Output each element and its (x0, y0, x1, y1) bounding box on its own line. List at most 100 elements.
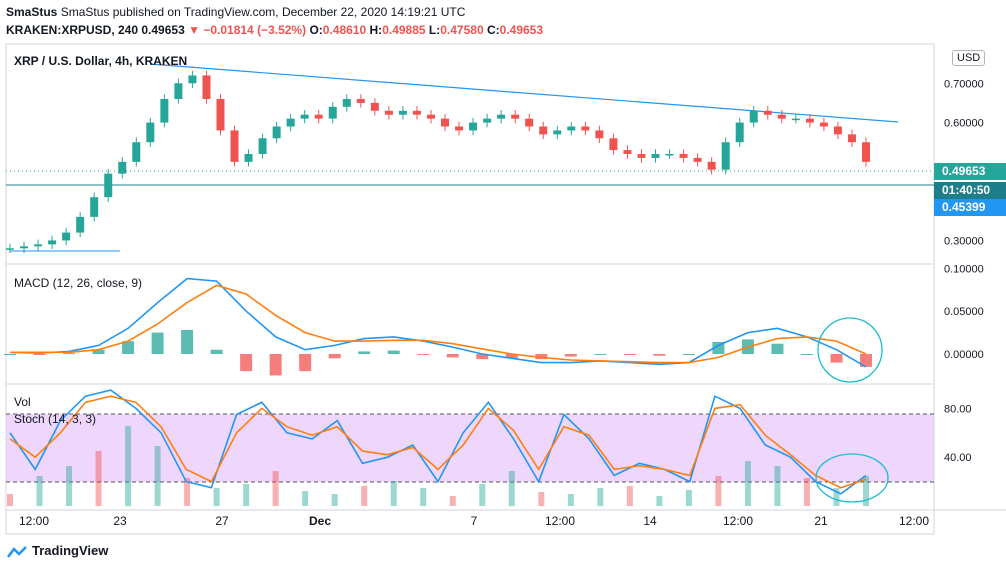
candle-body (104, 173, 113, 198)
x-axis-tick-label: 12:00 (18, 514, 50, 528)
candle-body (356, 99, 365, 103)
macd-histogram-bar (269, 354, 282, 376)
stoch-group (7, 389, 869, 506)
price-tag: 0.49653 (934, 163, 1006, 180)
volume-bar (331, 494, 338, 506)
y-axis-tick-label: 0.30000 (944, 235, 984, 247)
high-value: 0.49885 (382, 23, 426, 37)
annotation-circle-stoch[interactable] (815, 453, 889, 503)
y-axis-tick-label: 0.05000 (944, 306, 984, 318)
candle-body (581, 126, 590, 131)
candle-body (525, 118, 534, 127)
candle-body (679, 154, 688, 158)
candle-body (342, 99, 351, 107)
volume-bar (125, 426, 132, 506)
candle-body (819, 122, 828, 127)
candle-body (469, 122, 478, 131)
macd-histogram-bar (151, 332, 164, 354)
macd-histogram-bar (328, 354, 341, 359)
macd-histogram-bar (860, 354, 872, 367)
y-axis-tick-label: 0.10000 (944, 263, 984, 275)
x-axis-tick-label: 12:00 (544, 514, 576, 528)
macd-histogram-bar (682, 354, 695, 355)
candle-body (665, 154, 674, 156)
macd-histogram-bar (4, 354, 16, 355)
candle-body (20, 246, 29, 249)
candle-body (384, 110, 393, 115)
level-tag: 0.45399 (934, 199, 1006, 216)
y-axis-tick-label: 0.70000 (944, 78, 984, 90)
candle-body (595, 130, 604, 139)
volume-bar (154, 446, 161, 506)
volume-bar (597, 488, 604, 506)
y-axis-tick-label: 0.00000 (944, 349, 984, 361)
volume-bar (774, 466, 781, 506)
candle-body (567, 126, 576, 131)
candle-body (833, 126, 842, 135)
candle-body (174, 83, 183, 99)
symbol-ohlc-line: KRAKEN:XRPUSD, 240 0.49653 ▼ −0.01814 (−… (6, 23, 543, 37)
candle-body (216, 99, 225, 131)
candle-body (34, 244, 43, 247)
volume-bar (508, 471, 515, 506)
macd-histogram-bar (446, 354, 459, 358)
vol-pane-title: Vol (14, 395, 31, 409)
x-axis-tick-label: 12:00 (898, 514, 930, 528)
tradingview-logo-icon (6, 545, 28, 558)
candle-body (847, 134, 856, 143)
volume-bar (420, 488, 427, 506)
candle-body (553, 130, 562, 135)
macd-histogram-bar (594, 354, 607, 355)
candle-body (735, 122, 744, 143)
candle-body (48, 240, 57, 245)
countdown-tag: 01:40:50 (934, 182, 1006, 199)
volume-bar (390, 481, 397, 506)
candle-body (300, 114, 309, 119)
candle-body (777, 114, 786, 119)
candle-body (749, 110, 758, 123)
volume-bar (626, 486, 633, 506)
macd-histogram-bar (830, 354, 843, 363)
volume-bar (213, 488, 220, 506)
volume-bar (863, 476, 869, 506)
low-label: L: (428, 23, 441, 37)
macd-histogram-bar (800, 354, 813, 355)
candle-body (76, 216, 85, 233)
candle-body (497, 114, 506, 119)
macd-histogram-bar (240, 354, 253, 372)
volume-bar (7, 494, 13, 506)
trend-line[interactable] (149, 63, 899, 123)
candle-body (398, 110, 407, 115)
price-change: −0.01814 (−3.52%) (203, 23, 307, 37)
volume-bar (567, 494, 574, 506)
currency-button[interactable]: USD (952, 50, 986, 66)
volume-bar (272, 471, 279, 506)
macd-histogram-bar (387, 350, 400, 354)
candle-body (791, 118, 800, 121)
candle-body (6, 248, 14, 250)
candle-body (609, 138, 618, 151)
macd-histogram-bar (33, 354, 46, 355)
symbol-label[interactable]: KRAKEN:XRPUSD, 240 (6, 23, 139, 37)
x-axis-tick-label: 14 (643, 514, 657, 528)
candle-body (539, 126, 548, 135)
open-value: 0.48610 (322, 23, 367, 37)
candle-body (805, 118, 814, 123)
tradingview-logo[interactable]: TradingView (6, 543, 108, 558)
candle-body (455, 126, 464, 131)
candle-body (328, 106, 337, 119)
candle-body (441, 118, 450, 127)
macd-histogram-bar (712, 342, 725, 354)
x-axis-tick-label: Dec (308, 514, 332, 528)
candle-body (258, 138, 267, 154)
open-label: O: (309, 23, 323, 37)
macd-histogram-bar (653, 354, 666, 356)
candle-body (90, 197, 99, 217)
candle-body (146, 122, 155, 143)
y-axis-tick-label: 80.00 (944, 403, 972, 415)
close-value: 0.49653 (499, 23, 544, 37)
annotation-circle-macd[interactable] (817, 317, 883, 383)
candle-body (244, 154, 253, 162)
candle-body (862, 142, 870, 162)
